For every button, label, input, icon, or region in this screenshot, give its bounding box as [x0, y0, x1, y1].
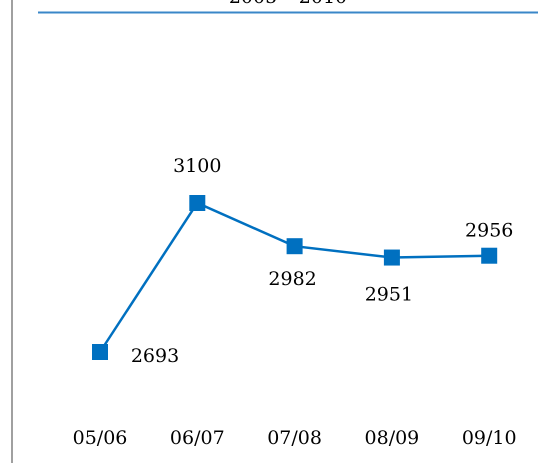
x-tick-label: 08/09	[365, 427, 420, 449]
x-tick-label: 06/07	[170, 427, 225, 449]
data-label: 2956	[465, 220, 513, 242]
x-tick-label: 09/10	[462, 427, 517, 449]
data-point	[189, 195, 206, 211]
data-label: 2982	[268, 268, 316, 290]
data-label: 2693	[131, 345, 179, 367]
data-label: 2951	[365, 284, 413, 306]
data-point	[383, 249, 400, 266]
data-point	[92, 344, 108, 360]
chart-subtitle: 2005 – 2010	[229, 0, 347, 8]
data-point	[481, 247, 498, 264]
x-tick-label: 07/08	[267, 427, 322, 449]
data-point	[286, 238, 303, 255]
data-label: 3100	[173, 155, 221, 177]
x-tick-label: 05/06	[73, 427, 128, 449]
